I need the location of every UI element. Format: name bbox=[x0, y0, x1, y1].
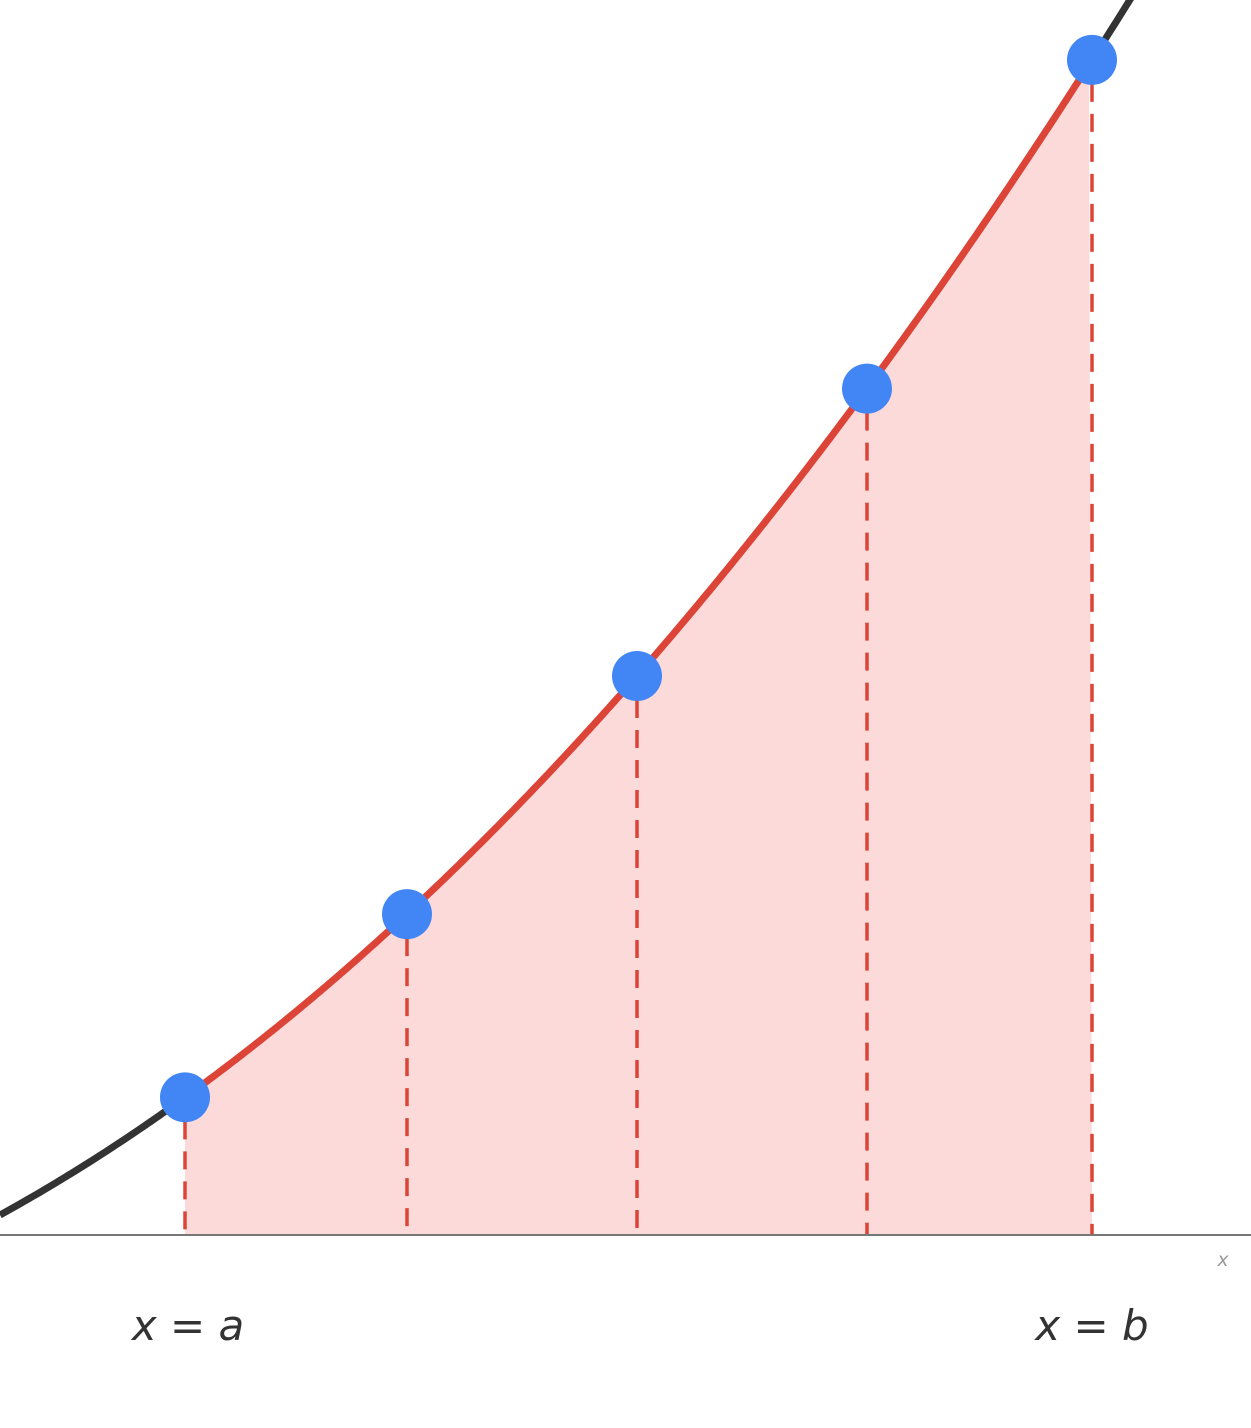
sample-points bbox=[160, 34, 1117, 1123]
area-under-curve bbox=[185, 64, 1092, 1236]
sample-point-1 bbox=[160, 1072, 210, 1123]
dashed-lines bbox=[183, 83, 1094, 1235]
curve-outside-left bbox=[0, 1095, 187, 1219]
sample-point-2 bbox=[382, 889, 432, 940]
x-axis-label: x bbox=[1216, 1249, 1229, 1271]
sample-point-4 bbox=[842, 363, 892, 414]
sample-point-5 bbox=[1067, 34, 1117, 85]
lower-bound-label: x = a bbox=[130, 1301, 245, 1350]
upper-bound-label: x = b bbox=[1033, 1301, 1148, 1350]
sample-point-3 bbox=[612, 650, 662, 701]
